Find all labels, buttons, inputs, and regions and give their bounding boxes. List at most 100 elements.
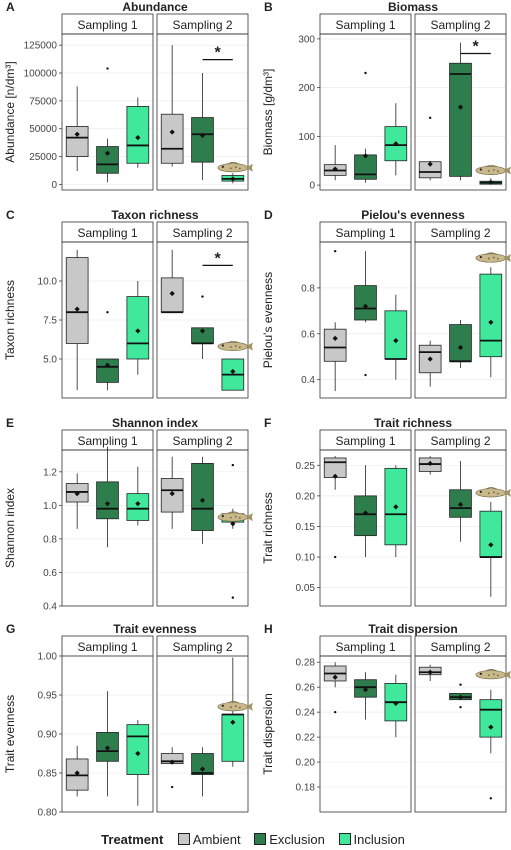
y-axis-label: Shannon index <box>3 488 17 568</box>
y-tick-label: 0.8 <box>301 283 315 294</box>
mean-point <box>74 306 80 312</box>
y-tick-label: 0.28 <box>296 658 316 669</box>
box-exclusion <box>449 461 472 542</box>
y-tick-label: 0 <box>51 180 57 191</box>
y-tick-label: 75000 <box>29 96 57 107</box>
facet-2: Sampling 2 * <box>414 13 511 191</box>
fish-fin <box>227 701 240 704</box>
y-tick-label: 0.18 <box>296 783 316 794</box>
box-body <box>479 273 503 358</box>
mean-point <box>362 510 369 516</box>
outlier-point <box>231 596 235 599</box>
y-axis-label: Biomass [g/dm³] <box>261 69 275 156</box>
fish-spot <box>487 257 490 260</box>
facet-frame <box>414 449 507 607</box>
fish-eye <box>479 490 482 493</box>
box-inclusion <box>479 502 503 597</box>
facet-label: Sampling 2 <box>172 18 232 32</box>
legend-swatch-exclusion <box>254 833 267 845</box>
panel-title: Abundance <box>122 0 188 14</box>
fish-icon <box>475 487 511 498</box>
box-inclusion <box>384 103 408 176</box>
facet-label: Sampling 1 <box>335 18 395 32</box>
box-body <box>354 495 377 537</box>
outlier-point <box>231 463 235 467</box>
outlier-point <box>459 705 462 709</box>
box-body <box>96 358 119 383</box>
mean-point <box>362 687 369 693</box>
box-exclusion <box>96 446 119 548</box>
mean-point <box>393 700 399 707</box>
y-tick-label: 0.6 <box>301 329 315 340</box>
mean-point <box>169 759 175 765</box>
fish-eye <box>479 672 482 675</box>
y-axis-label: Trait richness <box>261 492 275 564</box>
facet-2: Sampling 2 <box>156 429 253 607</box>
y-tick-label: 0.85 <box>38 769 58 780</box>
box-inclusion <box>126 97 150 168</box>
facet-frame <box>156 449 249 607</box>
box-exclusion <box>191 295 214 359</box>
box-body <box>126 724 150 775</box>
fish-icon <box>217 162 253 173</box>
mean-point <box>169 290 175 297</box>
y-tick-label: 100 <box>298 132 315 143</box>
fish-spot <box>229 516 232 519</box>
y-axis-label: Trait evenness <box>3 695 17 773</box>
mean-point <box>135 750 141 757</box>
panel-letter: F <box>264 416 271 430</box>
mean-point <box>332 473 338 479</box>
y-axis-label: Pielou's evenness <box>261 272 275 368</box>
mean-point <box>393 141 399 147</box>
outlier-point <box>489 797 493 800</box>
fish-spot <box>238 346 241 349</box>
box-exclusion <box>354 71 377 183</box>
box-ambient <box>160 45 184 167</box>
mean-point <box>199 766 206 772</box>
fish-tail <box>503 254 511 263</box>
y-tick-label: 0.20 <box>296 491 316 502</box>
y-tick-label: 100000 <box>24 69 58 80</box>
y-tick-label: 0.80 <box>38 808 58 819</box>
mean-point <box>488 542 494 548</box>
outlier-point <box>170 785 174 789</box>
facet-label: Sampling 1 <box>335 640 395 654</box>
fish-icon <box>217 511 253 522</box>
facet-frame <box>319 33 412 191</box>
box-ambient <box>418 664 442 681</box>
y-axis-label: Abundance [n/dm³] <box>3 61 17 162</box>
facet-1: Sampling 1 <box>61 635 154 813</box>
mean-point <box>332 674 338 680</box>
facet-1: Sampling 1 <box>61 429 154 607</box>
panel-title: Trait evenness <box>113 622 197 636</box>
box-body <box>191 753 214 775</box>
legend-item-ambient: Ambient <box>177 832 241 847</box>
facet-frame <box>319 449 412 607</box>
fish-spot <box>496 492 499 495</box>
facet-1: Sampling 1 <box>319 635 412 813</box>
fish-body <box>217 512 249 522</box>
box-exclusion <box>191 456 214 544</box>
fish-icon <box>475 669 511 680</box>
fish-fin <box>485 252 498 255</box>
legend-item-exclusion: Exclusion <box>254 832 325 847</box>
fish-spot <box>238 167 241 170</box>
box-body <box>449 62 472 177</box>
panel-letter: B <box>264 0 273 14</box>
mean-point <box>457 104 464 110</box>
facet-1: Sampling 1 <box>319 221 412 399</box>
mean-point <box>104 745 111 751</box>
mean-point <box>135 135 141 141</box>
mean-point <box>199 497 206 503</box>
outlier-point <box>364 373 367 377</box>
mean-point <box>488 724 494 730</box>
box-ambient <box>65 86 89 172</box>
facet-frame <box>414 241 507 399</box>
y-tick-label: 0.22 <box>296 733 316 744</box>
panel-c: C Taxon richness Taxon richness 5.0 7.5 10.0 S… <box>3 208 253 399</box>
box-exclusion <box>354 251 377 377</box>
box-inclusion <box>221 657 245 767</box>
fish-spot <box>487 492 490 495</box>
box-body <box>479 699 503 738</box>
mean-point <box>199 328 206 334</box>
